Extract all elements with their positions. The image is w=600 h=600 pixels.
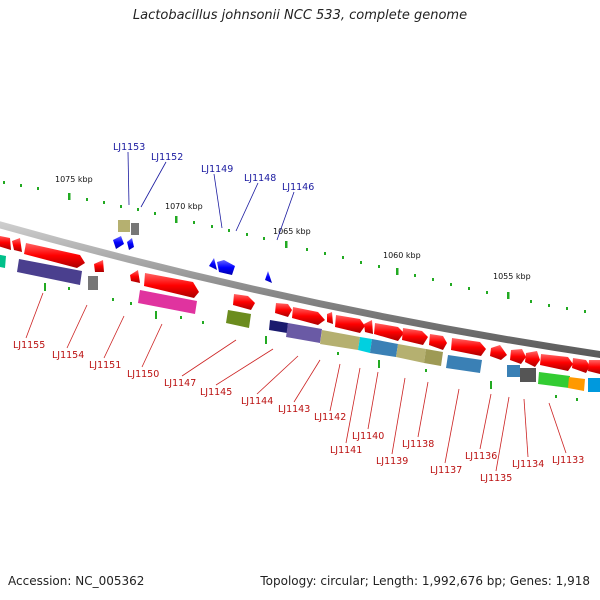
ruler-label: 1060 kbp [383,251,421,260]
genome-backbone [0,221,600,359]
gene-arrow[interactable] [327,312,333,324]
gene-arrow[interactable] [275,303,292,317]
gene-arrow[interactable] [130,270,140,283]
gene-label[interactable]: LJ1139 [376,456,408,467]
lower-ticks [44,283,578,401]
gene-label[interactable]: LJ1147 [164,378,196,389]
gene-label[interactable]: LJ1145 [200,387,232,398]
gene-arrow[interactable] [451,338,486,356]
map-title: Lactobacillus johnsonii NCC 533, complet… [132,8,468,23]
gene-block[interactable] [0,254,6,268]
gene-label[interactable]: LJ1142 [314,412,346,423]
gene-label[interactable]: LJ1141 [330,445,362,456]
gene-block[interactable] [507,365,520,377]
gene-label[interactable]: LJ1151 [89,360,121,371]
gene-block[interactable] [446,355,482,373]
gene-label[interactable]: LJ1136 [465,451,497,462]
gene-label[interactable]: LJ1143 [278,404,310,415]
gene-label[interactable]: LJ1138 [402,439,434,450]
ruler-label: 1055 kbp [493,272,531,281]
ruler-dots [3,181,586,313]
gene-arrow[interactable] [127,238,134,250]
gene-arrow[interactable] [374,323,404,341]
gene-block[interactable] [118,220,130,232]
ruler-label: 1065 kbp [273,227,311,236]
genome-summary-text: Topology: circular; Length: 1,992,676 bp… [260,574,590,588]
gene-arrow[interactable] [94,260,104,272]
gene-block[interactable] [358,337,372,353]
gene-arrow[interactable] [209,258,217,270]
gene-arrow[interactable] [588,360,600,374]
gene-block[interactable] [17,259,82,285]
gene-label[interactable]: LJ1155 [13,340,45,351]
gene-label[interactable]: LJ1146 [282,182,314,193]
gene-block[interactable] [424,349,443,366]
gene-label[interactable]: LJ1153 [113,142,145,153]
gene-block[interactable] [226,310,251,328]
ruler-label: 1070 kbp [165,202,203,211]
gene-block[interactable] [568,377,585,391]
gene-arrow[interactable] [402,328,428,345]
gene-block[interactable] [138,290,197,314]
gene-arrow[interactable] [24,243,85,268]
gene-label[interactable]: LJ1137 [430,465,462,476]
gene-block[interactable] [520,368,536,382]
gene-block[interactable] [396,344,426,363]
gene-block[interactable] [538,372,570,388]
gene-arrow[interactable] [364,320,373,334]
gene-label[interactable]: LJ1144 [241,396,273,407]
reverse-genes [113,220,272,283]
gene-arrow[interactable] [335,315,365,333]
gene-label[interactable]: LJ1134 [512,459,544,470]
gene-arrow[interactable] [525,351,540,367]
accession-text: Accession: NC_005362 [8,574,145,588]
gene-label[interactable]: LJ1152 [151,152,183,163]
gene-arrow[interactable] [12,238,22,252]
gene-arrow[interactable] [572,358,590,373]
gene-arrow[interactable] [429,334,447,350]
gene-label[interactable]: LJ1133 [552,455,584,466]
gene-block[interactable] [131,223,139,235]
gene-block[interactable] [588,378,600,392]
gene-arrow[interactable] [0,235,11,250]
gene-arrow[interactable] [490,345,507,360]
leader-lines [25,151,567,472]
forward-genes [0,235,600,392]
gene-arrow[interactable] [144,273,199,298]
gene-label[interactable]: LJ1135 [480,473,512,484]
gene-label[interactable]: LJ1148 [244,173,276,184]
gene-arrow[interactable] [265,271,272,283]
gene-block[interactable] [370,339,398,357]
gene-arrow[interactable] [113,236,124,249]
gene-arrow[interactable] [510,349,526,364]
gene-block[interactable] [320,330,360,350]
gene-label[interactable]: LJ1154 [52,350,84,361]
gene-block[interactable] [286,323,322,343]
gene-arrow[interactable] [540,354,573,371]
ruler-label: 1075 kbp [55,175,93,184]
gene-label[interactable]: LJ1140 [352,431,384,442]
gene-arrow[interactable] [233,294,255,310]
gene-block[interactable] [88,276,98,290]
gene-arrow[interactable] [292,307,325,325]
gene-arrow[interactable] [217,260,235,275]
gene-block[interactable] [269,320,288,333]
gene-label[interactable]: LJ1149 [201,164,233,175]
gene-label[interactable]: LJ1150 [127,369,159,380]
